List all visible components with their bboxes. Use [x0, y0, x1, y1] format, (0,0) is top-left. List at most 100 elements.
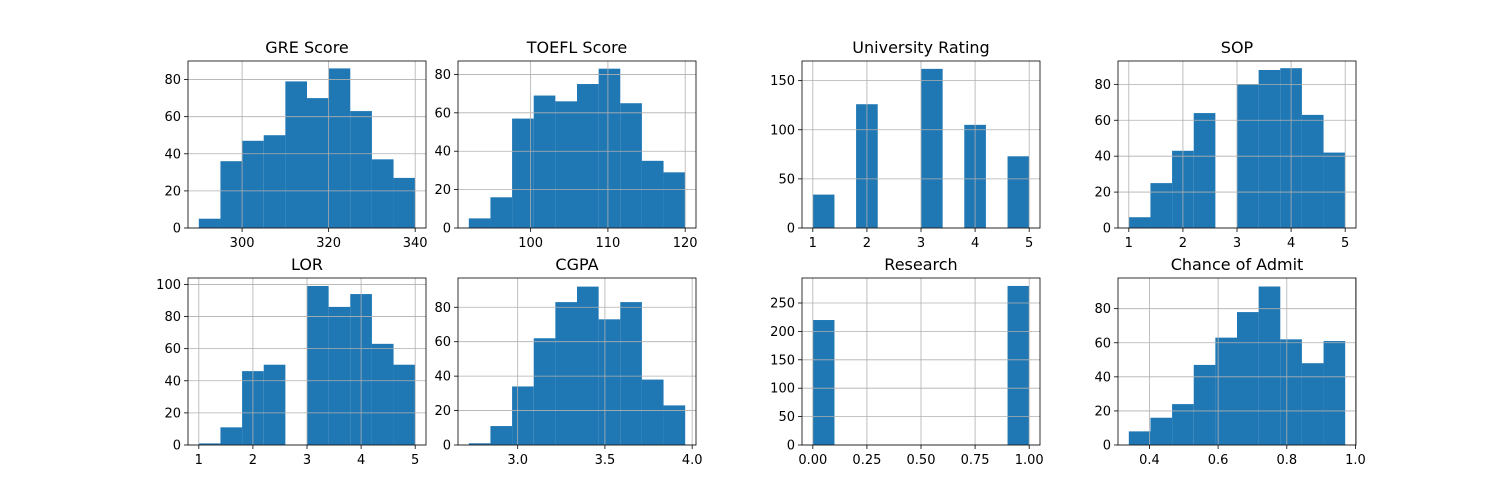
histogram-bar [1258, 69, 1281, 228]
histogram-bar [1258, 286, 1281, 445]
histogram-bar [1215, 337, 1237, 445]
y-tick-label: 0 [787, 222, 795, 237]
y-tick-label: 60 [1094, 336, 1111, 351]
x-tick-label: 110 [595, 236, 620, 251]
y-tick-label: 50 [778, 410, 795, 425]
histogram-bar [307, 98, 329, 228]
histogram-bar [468, 218, 491, 228]
x-tick-label: 340 [403, 236, 428, 251]
histogram-bar [1280, 339, 1302, 445]
x-tick-label: 0.00 [798, 453, 827, 468]
x-tick-label: 120 [673, 236, 698, 251]
x-tick-label: 4 [357, 453, 365, 468]
histogram-bar [307, 286, 329, 445]
x-tick-label: 300 [230, 236, 255, 251]
histogram-bar [512, 386, 534, 445]
y-tick-label: 40 [1094, 370, 1111, 385]
y-tick-label: 0 [443, 222, 451, 237]
histogram-bar [512, 118, 534, 228]
histogram-bar [220, 161, 243, 228]
histogram-bar [263, 364, 286, 445]
histogram-bar [393, 364, 416, 445]
histogram-bar [198, 218, 221, 228]
x-tick-label: 3.5 [595, 453, 616, 468]
y-tick-label: 40 [434, 145, 451, 160]
axes-frame [457, 277, 697, 446]
x-tick-label: 0.8 [1276, 453, 1297, 468]
histogram-bar [490, 197, 513, 228]
histogram-bar [598, 68, 621, 229]
x-tick-label: 0.6 [1208, 453, 1229, 468]
x-tick-label: 3 [917, 236, 925, 251]
histogram-bar [220, 427, 243, 445]
panel-title: CGPA [555, 255, 598, 274]
x-tick-label: 3 [303, 453, 311, 468]
y-tick-label: 60 [164, 110, 181, 125]
x-tick-label: 2 [863, 236, 871, 251]
y-tick-label: 80 [434, 301, 451, 316]
histogram-bar [1007, 156, 1030, 228]
histogram-panel-7: 0.00 0.25 0.50 0.75 1.00 0 50 100 150 200 250 Resea… [770, 255, 1043, 468]
histogram-bar [598, 319, 621, 445]
histogram-bar [468, 443, 491, 445]
x-tick-label: 1.0 [1345, 453, 1366, 468]
histogram-bar [1237, 312, 1259, 445]
histogram-bar [1128, 431, 1151, 445]
histogram-bar [641, 160, 664, 228]
y-tick-label: 0 [1103, 222, 1111, 237]
histogram-bar [1150, 183, 1173, 228]
x-tick-label: 4.0 [682, 453, 703, 468]
histogram-bar [577, 84, 599, 228]
x-tick-label: 0.25 [852, 453, 881, 468]
histogram-bar [921, 68, 943, 228]
y-tick-label: 0 [787, 439, 795, 454]
histogram-bar [393, 177, 416, 228]
y-tick-label: 250 [770, 296, 795, 311]
histogram-bar [533, 338, 556, 445]
y-tick-label: 40 [164, 147, 181, 162]
x-tick-label: 2 [1179, 236, 1187, 251]
histogram-panel-4: 1 2 3 4 5 0 20 40 60 80 SOP [1094, 38, 1357, 251]
x-tick-label: 3.0 [507, 453, 528, 468]
y-tick-label: 60 [434, 106, 451, 121]
panel-title: Research [884, 255, 957, 274]
histogram-bar [1150, 417, 1173, 445]
histogram-bar [533, 95, 556, 228]
histogram-bar [242, 140, 264, 228]
axes-frame [457, 60, 697, 229]
y-tick-label: 40 [1094, 150, 1111, 165]
x-tick-label: 3 [1233, 236, 1241, 251]
y-tick-label: 60 [1094, 114, 1111, 129]
histogram-bar [1193, 364, 1216, 445]
y-tick-label: 100 [156, 278, 181, 293]
histogram-bar [1323, 341, 1346, 445]
panel-title: LOR [291, 255, 323, 274]
histogram-bar [1193, 113, 1216, 228]
histogram-panel-6: 3.0 3.5 4.0 0 20 40 60 80 CGPA [434, 255, 702, 468]
histogram-bar [350, 111, 372, 228]
x-tick-label: 100 [518, 236, 543, 251]
histogram-bar [812, 320, 835, 445]
histogram-bar [285, 81, 307, 228]
histogram-bar [641, 379, 664, 445]
histogram-bar [1172, 404, 1194, 445]
histogram-bar [663, 172, 686, 228]
x-tick-label: 5 [1025, 236, 1033, 251]
y-tick-label: 60 [434, 335, 451, 350]
panel-title: GRE Score [265, 38, 349, 57]
histogram-panel-8: 0.4 0.6 0.8 1.0 0 20 40 60 80 Chance of Admit [1094, 255, 1365, 468]
y-tick-label: 0 [173, 222, 181, 237]
histogram-bar [1323, 152, 1346, 228]
histogram-panel-5: 1 2 3 4 5 0 20 40 60 80 100 LOR [156, 255, 427, 468]
y-tick-label: 0 [1103, 439, 1111, 454]
y-tick-label: 150 [770, 74, 795, 89]
y-tick-label: 80 [164, 310, 181, 325]
y-tick-label: 40 [164, 374, 181, 389]
y-tick-label: 20 [164, 406, 181, 421]
x-tick-label: 1 [195, 453, 203, 468]
y-tick-label: 20 [1094, 186, 1111, 201]
histogram-bar [620, 103, 642, 228]
y-tick-label: 20 [434, 404, 451, 419]
